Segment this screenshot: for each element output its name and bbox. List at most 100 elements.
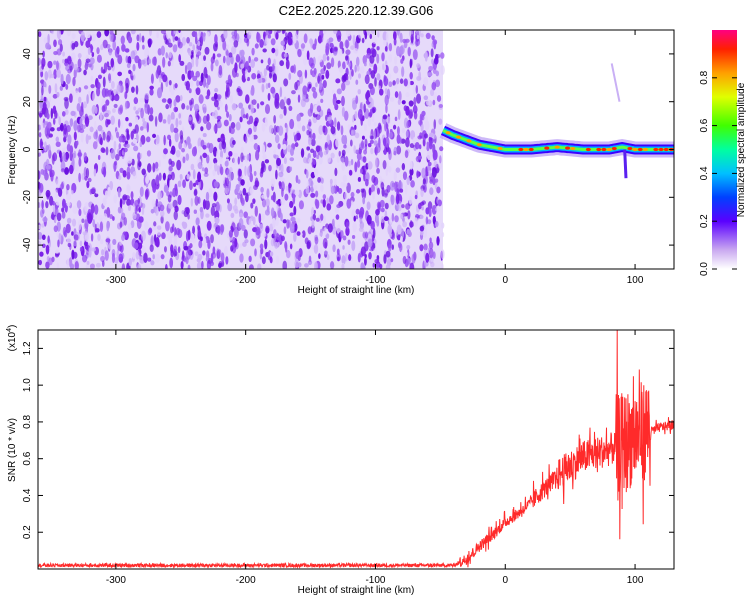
- noise-speckle: [130, 191, 134, 200]
- noise-speckle: [320, 98, 324, 104]
- noise-speckle: [147, 38, 152, 48]
- noise-speckle: [150, 73, 154, 84]
- noise-speckle: [322, 79, 327, 89]
- noise-speckle: [144, 92, 150, 100]
- noise-speckle: [256, 32, 261, 43]
- noise-speckle: [225, 82, 230, 93]
- noise-speckle: [131, 86, 135, 93]
- track-hotspot: [653, 147, 659, 152]
- noise-speckle: [415, 30, 422, 38]
- noise-speckle: [283, 78, 289, 87]
- noise-speckle: [101, 260, 105, 268]
- noise-speckle: [95, 189, 99, 195]
- noise-speckle: [401, 66, 405, 78]
- track-hotspot: [523, 147, 529, 152]
- track-hotspot: [663, 147, 669, 152]
- noise-speckle: [232, 140, 236, 145]
- noise-speckle: [77, 53, 82, 59]
- noise-speckle: [262, 48, 267, 53]
- noise-speckle: [194, 251, 199, 257]
- noise-speckle: [145, 188, 150, 198]
- noise-speckle: [329, 261, 335, 269]
- noise-speckle: [61, 111, 66, 117]
- noise-speckle: [267, 142, 272, 148]
- noise-speckle: [214, 162, 218, 172]
- noise-speckle: [192, 225, 196, 234]
- noise-speckle: [301, 230, 306, 238]
- track-hotspot: [632, 147, 638, 152]
- y-tick-label: 0.8: [22, 415, 33, 429]
- noise-speckle: [310, 62, 315, 69]
- noise-speckle: [417, 155, 422, 160]
- y-tick-label: -40: [22, 237, 33, 252]
- noise-speckle: [206, 121, 212, 131]
- noise-speckle: [385, 263, 391, 269]
- noise-speckle: [81, 101, 84, 113]
- noise-speckle: [234, 208, 239, 214]
- noise-speckle: [181, 103, 186, 110]
- noise-speckle: [273, 58, 276, 67]
- noise-speckle: [266, 205, 270, 213]
- noise-speckle: [186, 174, 190, 180]
- noise-speckle: [274, 47, 279, 57]
- noise-speckle: [200, 236, 203, 242]
- noise-speckle: [40, 70, 44, 78]
- noise-speckle: [330, 126, 336, 135]
- noise-speckle: [52, 200, 55, 206]
- noise-speckle: [110, 81, 115, 89]
- noise-speckle: [101, 249, 105, 256]
- noise-speckle: [260, 83, 265, 93]
- noise-speckle: [351, 235, 356, 240]
- noise-speckle: [214, 216, 220, 224]
- noise-speckle: [259, 170, 264, 178]
- noise-speckle: [112, 39, 117, 51]
- noise-speckle: [332, 95, 338, 107]
- noise-speckle: [363, 149, 368, 155]
- noise-speckle: [218, 64, 223, 76]
- track-hotspot: [596, 147, 602, 152]
- noise-speckle: [388, 81, 393, 88]
- noise-speckle: [433, 91, 438, 100]
- noise-speckle: [173, 245, 178, 254]
- noise-speckle: [222, 175, 225, 185]
- noise-speckle: [237, 192, 241, 200]
- track-faint-streak: [610, 63, 621, 102]
- noise-speckle: [265, 227, 270, 234]
- noise-speckle: [367, 142, 372, 148]
- noise-speckle: [245, 112, 249, 120]
- noise-speckle: [159, 204, 165, 212]
- noise-speckle: [184, 64, 188, 75]
- noise-speckle: [73, 150, 77, 159]
- noise-speckle: [354, 124, 357, 130]
- noise-speckle: [421, 167, 426, 179]
- noise-speckle: [312, 184, 318, 190]
- noise-speckle: [222, 55, 226, 64]
- noise-speckle: [187, 142, 192, 150]
- noise-speckle: [274, 241, 279, 249]
- noise-speckle: [368, 187, 372, 196]
- noise-speckle: [355, 208, 360, 215]
- noise-speckle: [320, 68, 326, 75]
- noise-speckle: [98, 133, 103, 145]
- noise-speckle: [193, 103, 200, 112]
- noise-speckle: [102, 197, 107, 207]
- noise-speckle: [439, 155, 442, 164]
- noise-speckle: [53, 39, 57, 48]
- noise-speckle: [110, 148, 116, 160]
- noise-speckle: [293, 232, 297, 242]
- noise-speckle: [132, 171, 138, 180]
- noise-speckle: [393, 38, 397, 46]
- noise-speckle: [356, 159, 361, 168]
- noise-speckle: [41, 85, 44, 96]
- noise-speckle: [216, 150, 220, 161]
- noise-speckle: [267, 34, 272, 39]
- noise-speckle: [213, 99, 219, 108]
- noise-speckle: [396, 224, 402, 234]
- noise-speckle: [424, 120, 430, 131]
- noise-speckle: [392, 80, 396, 86]
- noise-speckle: [250, 89, 253, 96]
- noise-speckle: [272, 73, 277, 83]
- noise-speckle: [186, 105, 190, 110]
- noise-speckle: [125, 116, 129, 122]
- noise-speckle: [357, 73, 362, 79]
